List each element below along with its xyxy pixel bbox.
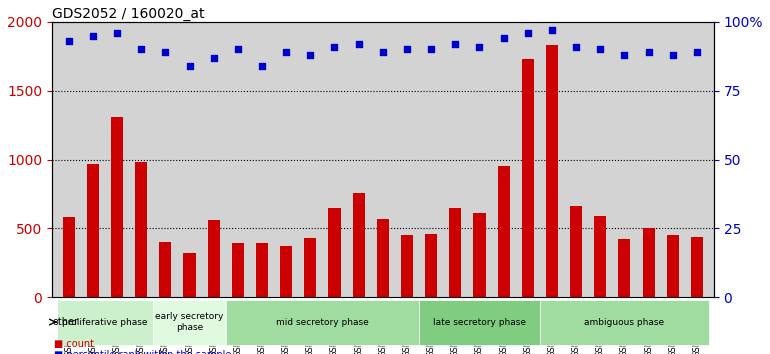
Bar [111,117,123,297]
Bar [159,242,172,297]
Point [328,44,340,50]
Text: GDS2052 / 160020_at: GDS2052 / 160020_at [52,7,204,21]
Bar [280,246,292,297]
Point [425,47,437,52]
Bar [256,244,268,297]
Point [159,50,172,55]
Point [256,63,268,69]
Bar [618,239,631,297]
Text: early secretory
phase: early secretory phase [156,312,224,332]
FancyBboxPatch shape [57,299,153,344]
Bar [377,219,389,297]
FancyBboxPatch shape [540,299,709,344]
Point [618,52,631,58]
Point [667,52,679,58]
Bar [570,206,582,297]
Text: ambiguous phase: ambiguous phase [584,318,665,326]
Point [135,47,147,52]
Bar [136,162,147,297]
Text: ■ count: ■ count [54,339,94,349]
Bar [304,238,316,297]
Point [570,44,582,50]
FancyBboxPatch shape [226,299,419,344]
Point [521,30,534,36]
Point [304,52,316,58]
Bar [667,235,679,297]
Bar [642,228,654,297]
Point [183,63,196,69]
Point [691,50,703,55]
Text: late secretory phase: late secretory phase [433,318,526,326]
Point [232,47,244,52]
Bar [522,59,534,297]
Point [280,50,293,55]
Bar [425,234,437,297]
Text: ■ percentile rank within the sample: ■ percentile rank within the sample [54,349,231,354]
Point [111,30,123,36]
Point [642,50,654,55]
Text: other: other [53,317,79,327]
Bar [546,45,558,297]
Point [401,47,413,52]
FancyBboxPatch shape [153,299,226,344]
Point [546,27,558,33]
Text: mid secretory phase: mid secretory phase [276,318,369,326]
Point [208,55,220,61]
Point [87,33,99,39]
Point [62,38,75,44]
Bar [594,216,606,297]
Bar [183,253,196,297]
Text: proliferative phase: proliferative phase [62,318,148,326]
Bar [691,236,703,297]
Bar [329,208,340,297]
Point [449,41,461,47]
Bar [62,217,75,297]
Bar [449,208,461,297]
Point [474,44,486,50]
Bar [497,166,510,297]
Bar [87,164,99,297]
Point [353,41,365,47]
FancyBboxPatch shape [419,299,540,344]
Bar [474,213,486,297]
Point [497,36,510,41]
Point [594,47,607,52]
Bar [353,193,365,297]
Bar [232,244,244,297]
Point [377,50,389,55]
Bar [401,235,413,297]
Bar [208,220,219,297]
